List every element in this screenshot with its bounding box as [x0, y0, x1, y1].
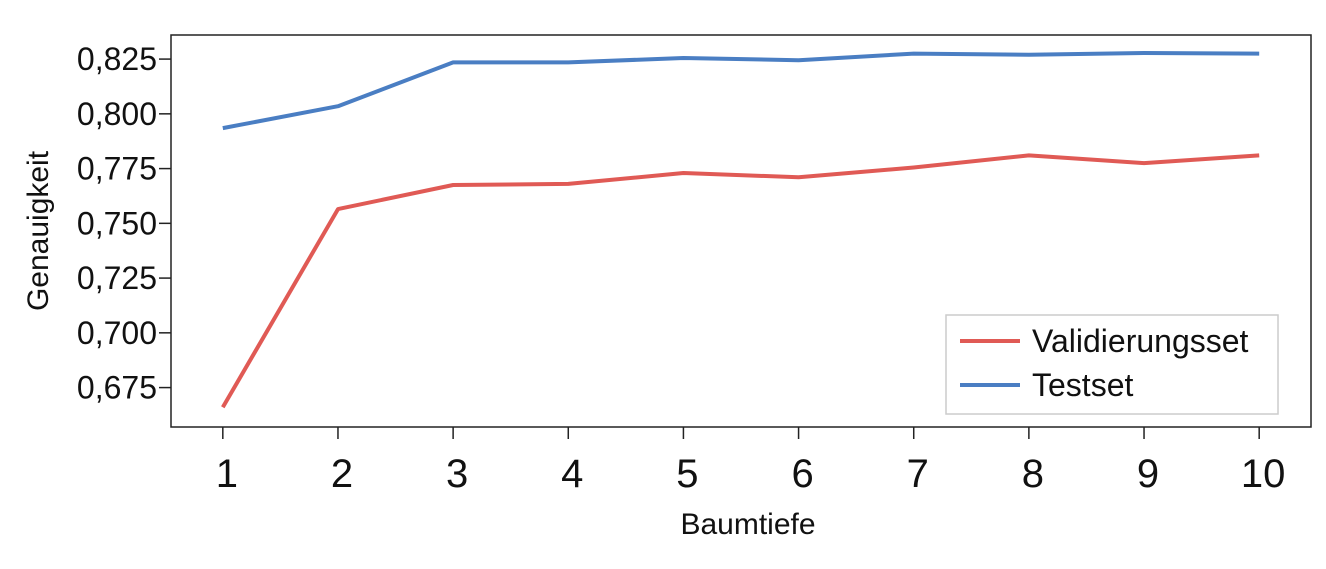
- series-line-validierungsset: [221, 153, 1260, 409]
- x-tick-label: 9: [1137, 452, 1159, 496]
- y-axis-ticks: 0,675 0,700 0,725 0,750 0,775 0,800 0,825: [77, 41, 171, 406]
- x-tick-label: 2: [331, 452, 353, 496]
- y-axis-label: Genauigkeit: [22, 150, 55, 311]
- x-tick-label: 3: [446, 452, 468, 496]
- series-lines: [221, 51, 1260, 409]
- x-tick-label: 1: [216, 452, 238, 496]
- legend-box: [945, 314, 1279, 415]
- y-tick-label: 0,675: [77, 370, 157, 406]
- x-tick-label: 7: [907, 452, 929, 496]
- plot-area-frame: [170, 34, 1312, 428]
- y-tick-label: 0,750: [77, 205, 157, 241]
- y-tick-label: 0,700: [77, 315, 157, 351]
- x-tick-label: 5: [676, 452, 698, 496]
- legend-entry-label: Validierungsset: [1032, 323, 1249, 359]
- y-tick-label: 0,825: [77, 41, 157, 77]
- x-axis-ticks: 1 2 3 4 5 6 7 8 9 10: [216, 427, 1286, 496]
- x-tick-label: 4: [561, 452, 583, 496]
- legend-entry-label: Testset: [1032, 367, 1133, 403]
- series-line-testset: [222, 51, 1260, 131]
- y-tick-label: 0,800: [77, 96, 157, 132]
- x-tick-label: 8: [1022, 452, 1044, 496]
- y-tick-label: 0,725: [77, 260, 157, 296]
- x-axis-label: Baumtiefe: [680, 508, 815, 541]
- x-tick-label: 10: [1241, 452, 1286, 496]
- y-tick-label: 0,775: [77, 151, 157, 187]
- legend: Validierungsset Testset: [945, 314, 1279, 415]
- x-tick-label: 6: [791, 452, 813, 496]
